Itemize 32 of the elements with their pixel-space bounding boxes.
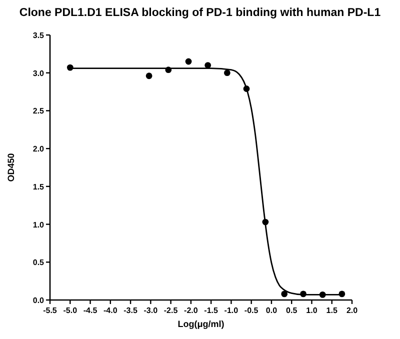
- x-tick-label: -5.5: [43, 306, 58, 315]
- y-tick-label: 3.0: [32, 68, 45, 78]
- x-tick-label: 2.0: [346, 306, 358, 315]
- x-tick-label: -0.5: [244, 306, 259, 315]
- y-tick-label: 0.0: [32, 296, 45, 305]
- y-tick-label: 2.0: [32, 144, 45, 154]
- point: [224, 70, 230, 76]
- x-tick-label: -5.0: [63, 306, 78, 315]
- x-tick-label: -3.0: [144, 306, 158, 315]
- x-tick-label: -2.5: [164, 306, 178, 315]
- x-tick-label: 0.5: [286, 306, 298, 315]
- x-tick-label: -4.5: [83, 306, 98, 315]
- point: [204, 62, 212, 68]
- x-tick-label: -2.0: [184, 306, 198, 315]
- x-tick-label: -1.5: [204, 306, 219, 315]
- y-tick-label: 1.0: [32, 220, 45, 230]
- y-tick-label: 0.5: [32, 258, 45, 268]
- point: [281, 290, 288, 298]
- point: [146, 72, 152, 80]
- y-tick-label: 2.5: [32, 106, 45, 116]
- x-tick-label: 0.0: [266, 306, 278, 315]
- x-tick-label: 1.0: [306, 306, 318, 315]
- x-axis-title: Log(μg/ml): [178, 319, 224, 329]
- chart-title: Clone PDL1.D1 ELISA blocking of PD-1 binding with human PD-L1: [19, 7, 382, 19]
- point: [185, 58, 192, 65]
- y-tick-label: 3.5: [32, 31, 45, 40]
- y-axis-title: OD450: [6, 153, 16, 182]
- x-tick-label: -4.0: [104, 306, 118, 315]
- x-tick-label: 1.5: [326, 306, 338, 315]
- y-tick-label: 1.5: [32, 182, 45, 192]
- x-tick-label: -1.0: [224, 306, 239, 315]
- x-tick-label: -3.5: [124, 306, 138, 315]
